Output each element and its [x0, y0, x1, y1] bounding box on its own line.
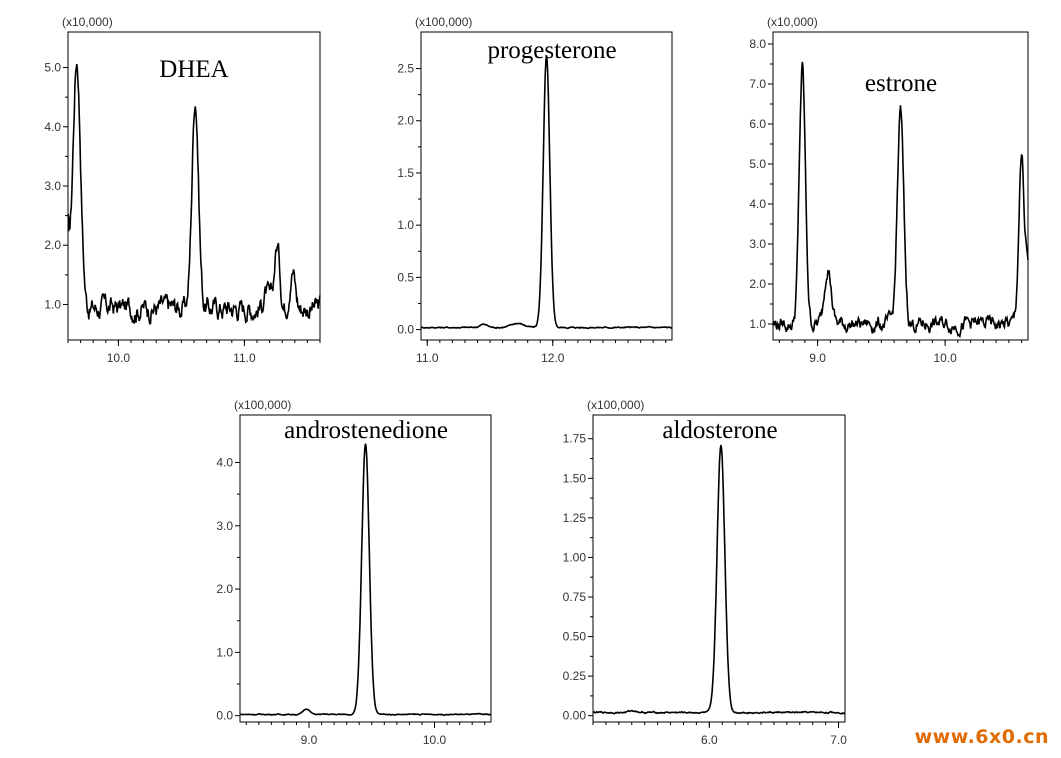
estrone-y-tick-label: 3.0	[749, 237, 766, 251]
aldosterone-y-tick-label: 0.50	[563, 630, 587, 644]
chromatogram-DHEA: 1.0 2.0 3.0 4.0 5.0 10.0 11.0 (x10,000) DHEA	[44, 15, 321, 365]
DHEA-compound-label: DHEA	[159, 56, 228, 83]
estrone-x-tick-label: 9.0	[809, 351, 826, 365]
aldosterone-y-tick-label: 1.75	[563, 432, 587, 446]
androstenedione-scale-label: (x100,000)	[234, 398, 291, 412]
androstenedione-compound-label: androstenedione	[284, 417, 448, 444]
progesterone-y-tick-label: 2.5	[397, 62, 414, 76]
DHEA-y-tick-label: 4.0	[44, 120, 61, 134]
estrone-compound-label: estrone	[865, 70, 937, 97]
DHEA-trace	[67, 63, 321, 325]
progesterone-compound-label: progesterone	[487, 37, 616, 64]
estrone-y-tick-label: 2.0	[749, 277, 766, 291]
aldosterone-y-tick-label: 1.00	[563, 550, 587, 564]
DHEA-y-tick-label: 5.0	[44, 61, 61, 75]
chromatogram-progesterone: 0.0 0.5 1.0 1.5 2.0 2.5 11.0 12.0 (x100,000) prog…	[397, 15, 673, 365]
aldosterone-y-tick-label: 0.00	[563, 709, 587, 723]
DHEA-x-tick-label: 10.0	[107, 351, 131, 365]
estrone-trace	[772, 61, 1029, 339]
progesterone-y-tick-label: 1.0	[397, 218, 414, 232]
aldosterone-plot-frame	[592, 414, 846, 723]
progesterone-trace	[420, 55, 673, 330]
androstenedione-y-tick-label: 2.0	[216, 582, 233, 596]
androstenedione-trace	[239, 443, 492, 716]
estrone-y-tick-label: 5.0	[749, 157, 766, 171]
chromatogram-estrone: 1.0 2.0 3.0 4.0 5.0 6.0 7.0 8.0 9.0 10.0 (x10,000)…	[749, 15, 1029, 365]
DHEA-y-tick-label: 2.0	[44, 238, 61, 252]
progesterone-y-tick-label: 2.0	[397, 114, 414, 128]
progesterone-x-tick-label: 12.0	[541, 351, 565, 365]
progesterone-x-tick-label: 11.0	[416, 351, 439, 365]
aldosterone-y-tick-label: 1.50	[563, 471, 587, 485]
aldosterone-y-tick-label: 1.25	[563, 511, 587, 525]
estrone-y-tick-label: 1.0	[749, 317, 766, 331]
androstenedione-x-tick-label: 9.0	[301, 733, 318, 747]
androstenedione-y-tick-label: 4.0	[216, 455, 233, 469]
aldosterone-y-tick-label: 0.25	[563, 669, 587, 683]
estrone-y-tick-label: 6.0	[749, 117, 766, 131]
androstenedione-y-tick-label: 1.0	[216, 645, 233, 659]
aldosterone-scale-label: (x100,000)	[587, 398, 644, 412]
estrone-y-tick-label: 4.0	[749, 197, 766, 211]
DHEA-y-tick-label: 3.0	[44, 179, 61, 193]
watermark: www.6x0.cn	[914, 726, 1049, 748]
androstenedione-y-tick-label: 3.0	[216, 519, 233, 533]
estrone-y-tick-label: 8.0	[749, 37, 766, 51]
aldosterone-y-tick-label: 0.75	[563, 590, 587, 604]
androstenedione-plot-frame	[239, 414, 492, 723]
DHEA-y-tick-label: 1.0	[44, 297, 61, 311]
chromatogram-androstenedione: 0.0 1.0 2.0 3.0 4.0 9.0 10.0 (x100,000) androste…	[216, 398, 492, 747]
progesterone-y-tick-label: 1.5	[397, 166, 414, 180]
DHEA-scale-label: (x10,000)	[62, 15, 113, 29]
androstenedione-x-tick-label: 10.0	[423, 733, 447, 747]
progesterone-plot-frame	[420, 31, 673, 341]
progesterone-y-tick-label: 0.0	[397, 323, 414, 337]
androstenedione-y-tick-label: 0.0	[216, 709, 233, 723]
estrone-y-tick-label: 7.0	[749, 77, 766, 91]
estrone-scale-label: (x10,000)	[767, 15, 818, 29]
progesterone-scale-label: (x100,000)	[415, 15, 472, 29]
aldosterone-compound-label: aldosterone	[662, 417, 777, 444]
DHEA-x-tick-label: 11.0	[233, 351, 256, 365]
progesterone-y-tick-label: 0.5	[397, 270, 414, 284]
estrone-x-tick-label: 10.0	[933, 351, 957, 365]
chromatogram-aldosterone: 0.00 0.25 0.50 0.75 1.00 1.25 1.50 1.75 6.0 7.0 (x…	[563, 398, 848, 747]
aldosterone-x-tick-label: 7.0	[830, 733, 847, 747]
aldosterone-trace	[593, 444, 846, 715]
estrone-plot-frame	[772, 31, 1029, 341]
aldosterone-x-tick-label: 6.0	[701, 733, 718, 747]
